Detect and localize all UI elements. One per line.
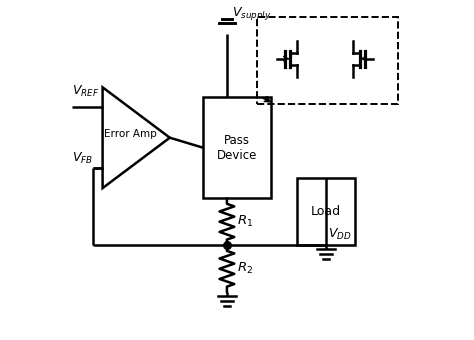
Bar <box>203 97 271 198</box>
Text: $R_1$: $R_1$ <box>237 214 253 229</box>
Text: $V_{supply}$: $V_{supply}$ <box>232 5 272 22</box>
Text: Load: Load <box>311 205 341 218</box>
Text: Pass
Device: Pass Device <box>217 134 257 162</box>
Text: $V_{REF}$: $V_{REF}$ <box>73 84 100 99</box>
Bar <box>298 178 355 245</box>
Text: $V_{DD}$: $V_{DD}$ <box>328 227 351 242</box>
Text: $V_{FB}$: $V_{FB}$ <box>73 151 93 166</box>
Bar <box>257 17 398 104</box>
Text: $R_2$: $R_2$ <box>237 261 253 276</box>
Text: Error Amp: Error Amp <box>104 129 157 139</box>
